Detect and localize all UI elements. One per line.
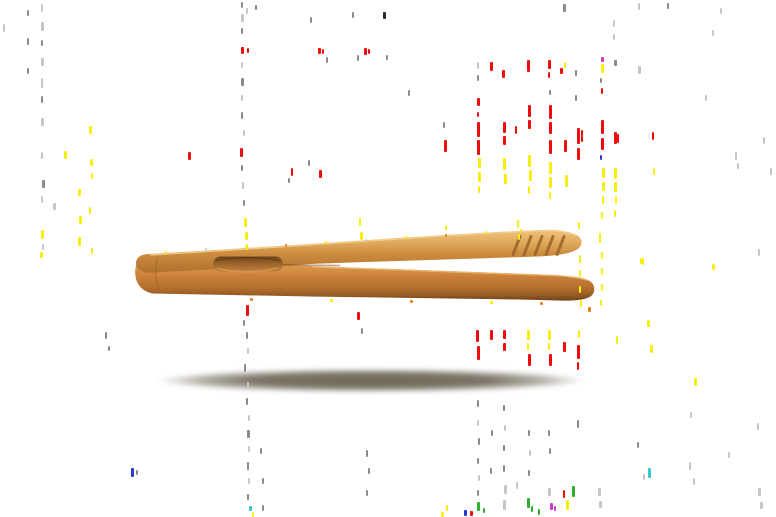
fold-cap-crease <box>154 256 161 293</box>
thumb-slot-glint <box>216 266 280 273</box>
grip-groove <box>555 235 566 256</box>
grip-groove <box>544 235 555 256</box>
lower-top-edge-highlight <box>311 266 589 282</box>
thumb-slot <box>213 256 283 272</box>
drop-shadow <box>157 368 585 393</box>
thumb-slot-rim <box>215 257 281 262</box>
grip-groove <box>533 235 544 256</box>
grip-groove <box>522 235 533 256</box>
